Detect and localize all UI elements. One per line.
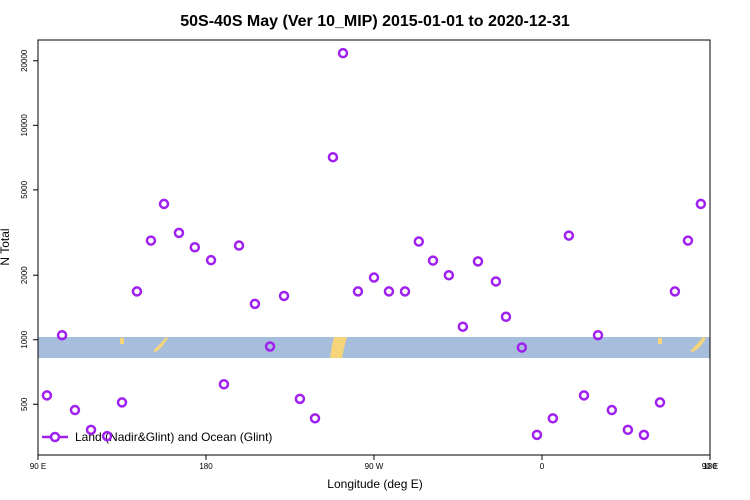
point (472, 256, 484, 267)
point (352, 286, 364, 297)
legend-marker (49, 431, 61, 443)
point (427, 255, 439, 266)
point (399, 286, 411, 297)
land-patch (153, 337, 168, 352)
point (592, 329, 604, 341)
legend-label: Land (Nadir&Glint) and Ocean (Glint) (75, 430, 272, 444)
point (368, 272, 380, 283)
point (669, 286, 681, 297)
point (205, 254, 217, 266)
land-patch (690, 337, 706, 352)
point (490, 276, 502, 287)
y-axis-label: N Total (0, 228, 12, 265)
land-patch (120, 338, 124, 344)
point (457, 321, 469, 332)
y-tick-label: 1000 (20, 330, 29, 348)
point (249, 298, 261, 310)
plot-frame (37, 39, 711, 456)
ocean-band (38, 337, 710, 358)
point (327, 151, 339, 163)
point (294, 393, 306, 405)
point (41, 390, 53, 401)
x-tick-label: 90 E (30, 462, 46, 471)
point (622, 424, 634, 436)
point (101, 430, 113, 442)
x-tick-label: 90 W (365, 462, 384, 471)
point (695, 198, 707, 210)
point (56, 329, 68, 341)
legend: Land (Nadir&Glint) and Ocean (Glint) (42, 430, 272, 444)
point (85, 424, 97, 436)
point (309, 413, 321, 424)
point (278, 290, 290, 302)
point (654, 397, 666, 408)
point (638, 429, 650, 441)
point (547, 413, 559, 424)
point (173, 227, 185, 239)
point (131, 286, 143, 297)
x-tick-label: 0 (540, 462, 545, 471)
chart-title: 50S-40S May (Ver 10_MIP) 2015-01-01 to 2… (180, 13, 570, 30)
point (218, 378, 230, 390)
band (38, 337, 710, 358)
y-tick-label: 10000 (20, 114, 29, 137)
point (189, 241, 201, 253)
point (682, 235, 694, 246)
point (383, 286, 395, 297)
point (145, 235, 157, 246)
point (516, 342, 528, 353)
point (413, 236, 425, 247)
point (578, 390, 590, 401)
point (233, 240, 245, 251)
point (500, 311, 512, 322)
land-patch (658, 338, 662, 344)
point (158, 198, 170, 210)
point (264, 341, 276, 352)
point (116, 397, 128, 408)
x-tick-label: 180 (199, 462, 213, 471)
point (69, 404, 81, 416)
y-tick-label: 5000 (20, 180, 29, 198)
point (606, 404, 618, 416)
point (563, 230, 575, 241)
x-axis-label: Longitude (deg E) (327, 477, 422, 491)
x-tick-label: 90 E (702, 462, 718, 471)
y-tick-label: 2000 (20, 266, 29, 284)
x-tick-label: 180 (703, 462, 717, 471)
point (531, 429, 543, 441)
land-patch (330, 337, 347, 358)
point (337, 47, 349, 59)
point (443, 269, 455, 281)
y-tick-label: 20000 (20, 49, 29, 72)
y-tick-label: 500 (20, 397, 29, 411)
